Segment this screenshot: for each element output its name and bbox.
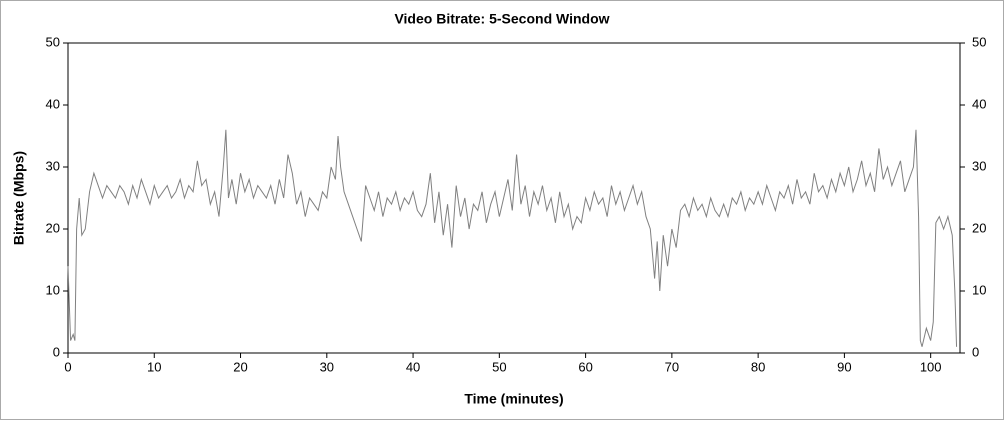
y-axis-label: Bitrate (Mbps) bbox=[11, 151, 27, 245]
x-tick-label: 70 bbox=[665, 359, 679, 374]
y-tick-label: 20 bbox=[46, 220, 60, 235]
y2-tick-label: 20 bbox=[972, 220, 986, 235]
y2-tick-label: 30 bbox=[972, 158, 986, 173]
x-tick-label: 60 bbox=[578, 359, 592, 374]
x-tick-label: 0 bbox=[64, 359, 71, 374]
y2-tick-label: 0 bbox=[972, 344, 979, 359]
x-axis-label: Time (minutes) bbox=[464, 391, 563, 407]
y-tick-label: 10 bbox=[46, 282, 60, 297]
y2-tick-label: 40 bbox=[972, 96, 986, 111]
x-tick-label: 50 bbox=[492, 359, 506, 374]
x-tick-label: 80 bbox=[751, 359, 765, 374]
y2-tick-label: 50 bbox=[972, 34, 986, 49]
y-tick-label: 40 bbox=[46, 96, 60, 111]
x-tick-label: 100 bbox=[920, 359, 942, 374]
x-tick-label: 40 bbox=[406, 359, 420, 374]
plot-area bbox=[67, 42, 961, 354]
y-tick-label: 0 bbox=[53, 344, 60, 359]
y-tick-label: 30 bbox=[46, 158, 60, 173]
chart-title: Video Bitrate: 5-Second Window bbox=[394, 11, 609, 27]
x-tick-label: 90 bbox=[837, 359, 851, 374]
series-line bbox=[67, 129, 958, 347]
y2-tick-label: 10 bbox=[972, 282, 986, 297]
x-tick-label: 20 bbox=[233, 359, 247, 374]
y-tick-label: 50 bbox=[46, 34, 60, 49]
x-tick-label: 10 bbox=[147, 359, 161, 374]
x-tick-label: 30 bbox=[320, 359, 334, 374]
